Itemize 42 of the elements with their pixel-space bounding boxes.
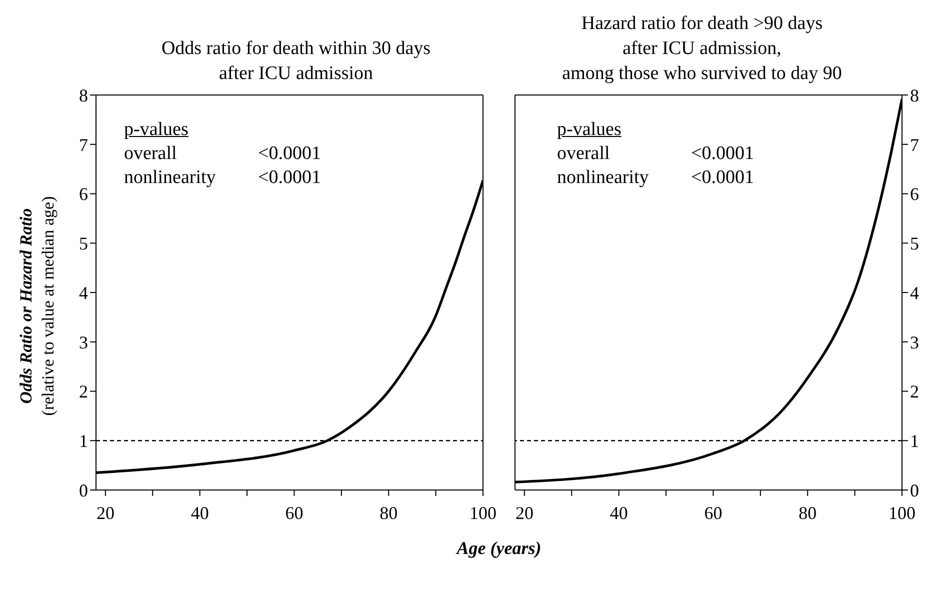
x-tick-label: 40 (190, 502, 209, 523)
x-tick-label: 80 (798, 502, 817, 523)
y-tick-label: 5 (79, 234, 88, 254)
y-tick-label: 4 (910, 282, 919, 303)
y-tick-label: 7 (910, 134, 919, 155)
y-tick-label: 3 (79, 332, 88, 352)
x-tick-label: 40 (610, 502, 628, 523)
y-axis-title: Odds Ratio or Hazard Ratio (relative to value at median age) (16, 196, 59, 416)
chart-title: Odds ratio for death within 30 days after ICU admission (160, 37, 432, 86)
annotation: nonlinearity (557, 166, 650, 190)
y-tick-label: 1 (79, 431, 88, 452)
annotation: p-values (557, 118, 622, 142)
y-tick-label: 2 (79, 382, 88, 402)
y-tick-label: 3 (910, 332, 919, 352)
x-tick-label: 100 (470, 502, 496, 523)
annotation: nonlinearity (124, 166, 217, 190)
x-tick-label: 60 (285, 502, 304, 523)
y-tick-label: 1 (910, 431, 919, 452)
annotation: p-values (124, 118, 190, 142)
annotation: <0.0001 (258, 166, 321, 190)
annotation: overall (557, 142, 611, 166)
y-tick-label: 0 (79, 480, 88, 500)
y-tick-label: 0 (910, 480, 919, 500)
x-tick-label: 80 (380, 502, 398, 523)
annotation: <0.0001 (691, 142, 754, 166)
x-tick-label: 20 (96, 502, 114, 523)
x-tick-label: 60 (704, 502, 722, 523)
annotation: <0.0001 (258, 142, 321, 166)
chart-title: Hazard ratio for death >90 days after ICU admission, among those who survived to day 90 (561, 12, 843, 86)
y-tick-label: 5 (910, 234, 919, 254)
y-tick-label: 8 (79, 85, 88, 106)
x-tick-label: 20 (515, 502, 534, 523)
y-tick-label: 4 (79, 282, 88, 303)
y-tick-label: 7 (79, 134, 88, 155)
annotation: overall (124, 142, 178, 166)
x-axis-title: Age (years) (454, 538, 542, 559)
x-tick-label: 100 (888, 502, 916, 523)
y-tick-label: 6 (910, 184, 919, 204)
y-tick-label: 8 (910, 85, 919, 106)
y-tick-label: 2 (910, 382, 919, 402)
annotation: <0.0001 (691, 166, 754, 190)
y-tick-label: 6 (79, 184, 88, 204)
